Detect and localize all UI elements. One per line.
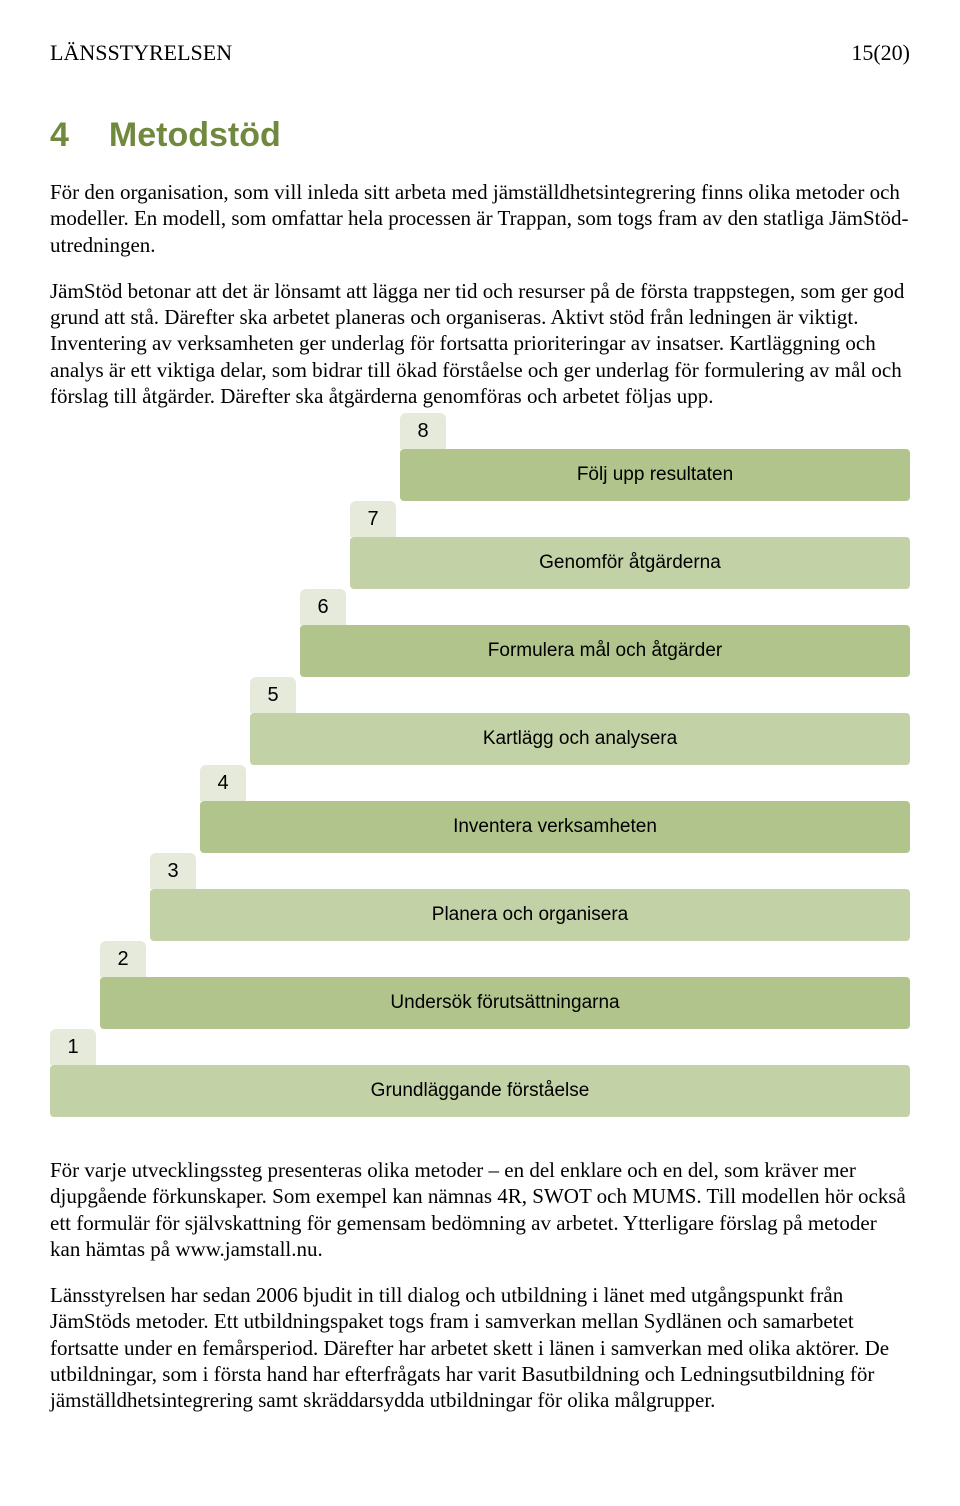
- stair-step: 8Följ upp resultaten: [400, 449, 910, 501]
- section-number: 4: [50, 116, 69, 154]
- stair-step-number-tab: 8: [400, 413, 446, 449]
- stair-step-number-tab: 1: [50, 1029, 96, 1065]
- stair-step: 6Formulera mål och åtgärder: [300, 625, 910, 677]
- stair-step-number-tab: 6: [300, 589, 346, 625]
- stair-step-bar: Formulera mål och åtgärder: [300, 625, 910, 677]
- stair-step: 4Inventera verksamheten: [200, 801, 910, 853]
- stair-step: 5Kartlägg och analysera: [250, 713, 910, 765]
- stair-step: 3Planera och organisera: [150, 889, 910, 941]
- section-title: Metodstöd: [109, 116, 281, 154]
- staircase-diagram: 8Följ upp resultaten7Genomför åtgärderna…: [50, 449, 910, 1117]
- paragraph-3: För varje utvecklingssteg presenteras ol…: [50, 1157, 910, 1262]
- section-heading: 4 Metodstöd: [50, 116, 910, 155]
- stair-step-bar: Grundläggande förståelse: [50, 1065, 910, 1117]
- stair-step-bar: Planera och organisera: [150, 889, 910, 941]
- stair-step-bar: Kartlägg och analysera: [250, 713, 910, 765]
- stair-step-number-tab: 3: [150, 853, 196, 889]
- stair-step-number-tab: 2: [100, 941, 146, 977]
- page-number: 15(20): [851, 40, 910, 66]
- stair-step: 1Grundläggande förståelse: [50, 1065, 910, 1117]
- stair-step: 2Undersök förutsättningarna: [100, 977, 910, 1029]
- paragraph-2: JämStöd betonar att det är lönsamt att l…: [50, 278, 910, 409]
- stair-step-number-tab: 7: [350, 501, 396, 537]
- paragraph-4: Länsstyrelsen har sedan 2006 bjudit in t…: [50, 1282, 910, 1413]
- stair-step: 7Genomför åtgärderna: [350, 537, 910, 589]
- stair-step-bar: Genomför åtgärderna: [350, 537, 910, 589]
- paragraph-1: För den organisation, som vill inleda si…: [50, 179, 910, 258]
- stair-step-number-tab: 4: [200, 765, 246, 801]
- stair-step-bar: Undersök förutsättningarna: [100, 977, 910, 1029]
- stair-step-bar: Inventera verksamheten: [200, 801, 910, 853]
- org-name: LÄNSSTYRELSEN: [50, 40, 232, 66]
- stair-step-number-tab: 5: [250, 677, 296, 713]
- stair-step-bar: Följ upp resultaten: [400, 449, 910, 501]
